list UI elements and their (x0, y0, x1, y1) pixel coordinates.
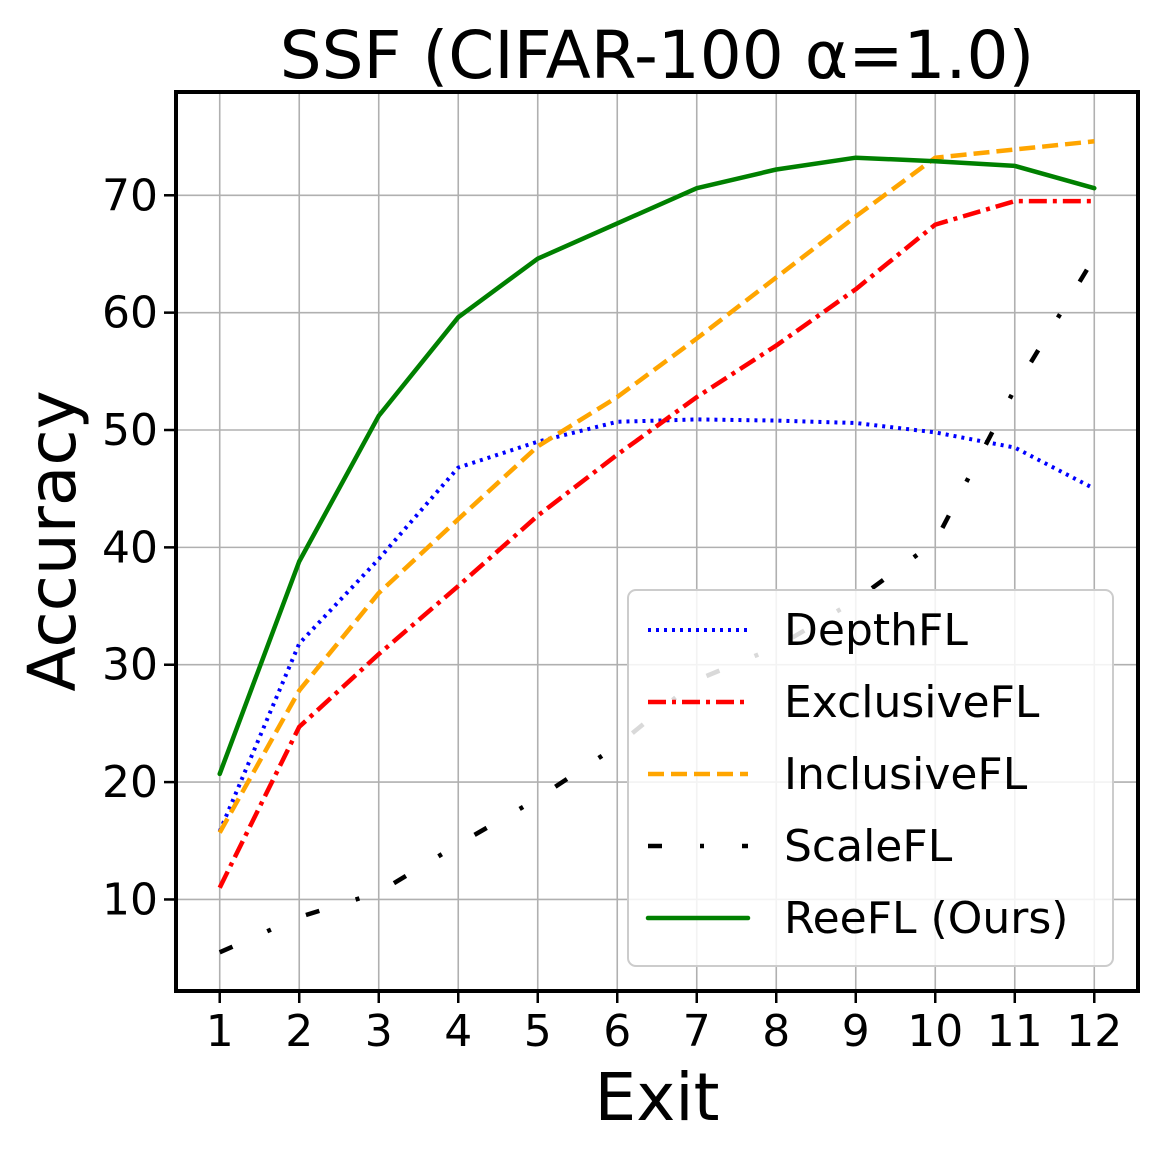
series-lines (217, 139, 1097, 955)
x-tick-label: 1 (206, 1006, 234, 1057)
legend-label: InclusiveFL (784, 749, 1028, 800)
legend-box (627, 589, 1114, 967)
x-tick-label: 10 (907, 1006, 963, 1057)
y-tick-label: 10 (102, 874, 158, 925)
series-line-depthfl (217, 417, 1096, 833)
y-tick-label: 40 (102, 522, 158, 573)
y-tick-label: 70 (102, 170, 158, 221)
series-line-inclusivefl (217, 139, 1095, 834)
x-axis-label: Exit (595, 1059, 720, 1136)
chart-title: SSF (CIFAR-100 α=1.0) (280, 17, 1035, 94)
legend: DepthFL ExclusiveFL InclusiveFL ScaleFL ReeF… (627, 589, 1114, 967)
x-tick-label: 11 (987, 1006, 1043, 1057)
legend-label: ScaleFL (784, 821, 953, 872)
series-line-reefl-ours (217, 155, 1097, 777)
x-tick-label: 9 (842, 1006, 870, 1057)
x-tick-label: 12 (1066, 1006, 1122, 1057)
legend-label: DepthFL (784, 605, 968, 656)
x-tick-label: 8 (762, 1006, 790, 1057)
series-line-scalefl (218, 256, 1097, 955)
series-line-exclusivefl (217, 198, 1095, 889)
x-tick-label: 4 (444, 1006, 472, 1057)
legend-label: ExclusiveFL (784, 677, 1040, 728)
x-tick-label: 2 (285, 1006, 313, 1057)
plot-frame (174, 90, 1140, 993)
y-tick-label: 50 (102, 405, 158, 456)
y-tick-label: 20 (102, 757, 158, 808)
y-tick-label: 60 (102, 288, 158, 339)
x-tick-label: 7 (683, 1006, 711, 1057)
y-axis-label: Accuracy (14, 390, 91, 691)
legend-label: ReeFL (Ours) (784, 893, 1068, 944)
x-tick-label: 5 (524, 1006, 552, 1057)
x-tick-label: 3 (365, 1006, 393, 1057)
y-tick-label: 30 (102, 640, 158, 691)
x-tick-label: 6 (603, 1006, 631, 1057)
